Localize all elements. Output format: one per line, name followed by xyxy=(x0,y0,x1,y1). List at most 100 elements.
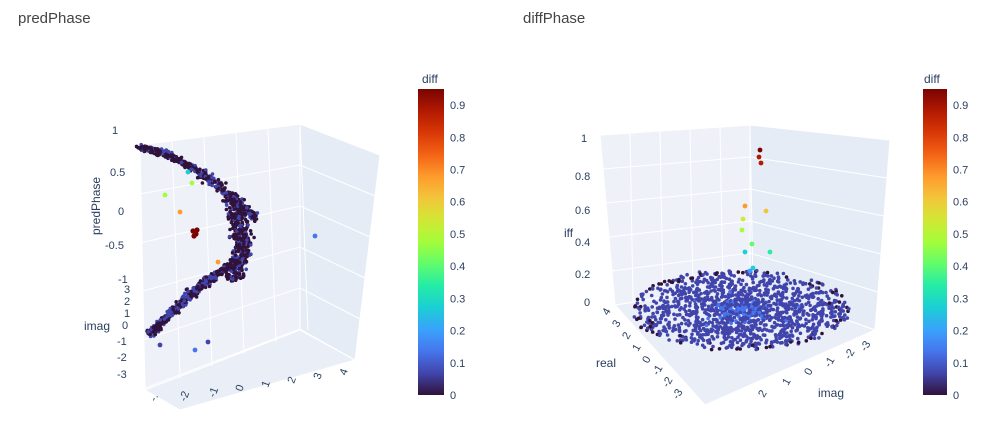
y-tick: -2 xyxy=(660,375,675,389)
data-point xyxy=(797,324,802,329)
data-point xyxy=(706,316,710,321)
data-point xyxy=(781,320,785,324)
data-point xyxy=(753,341,758,346)
data-point xyxy=(715,292,720,296)
data-point xyxy=(207,182,211,187)
scene-diffphase[interactable]: 1 0.8 0.6 0.4 0.2 0 iff 4 3 2 1 0 -1 -2 … xyxy=(540,0,940,423)
data-point xyxy=(835,323,839,328)
data-point xyxy=(207,179,212,184)
data-point xyxy=(769,316,774,320)
data-point xyxy=(729,302,734,307)
data-point xyxy=(809,333,813,338)
data-point xyxy=(650,330,655,334)
data-point xyxy=(696,315,700,320)
data-point xyxy=(672,312,676,317)
data-point xyxy=(151,325,156,330)
data-point xyxy=(745,272,750,277)
x-tick: -1 xyxy=(822,355,837,369)
data-point xyxy=(699,333,703,337)
data-point xyxy=(843,313,847,317)
data-point xyxy=(793,305,798,310)
data-point xyxy=(772,284,777,289)
data-point xyxy=(738,338,743,343)
data-point xyxy=(245,219,250,224)
data-point xyxy=(242,274,246,278)
data-point xyxy=(224,207,229,212)
data-point xyxy=(650,287,655,291)
data-point xyxy=(803,281,808,286)
data-point xyxy=(204,176,209,181)
data-point xyxy=(784,287,789,291)
data-point xyxy=(768,303,773,308)
data-point xyxy=(704,297,709,302)
data-point xyxy=(720,302,725,306)
data-point xyxy=(759,337,763,342)
data-point xyxy=(233,270,237,275)
data-point xyxy=(759,320,763,325)
data-point xyxy=(243,234,248,239)
gridlines xyxy=(139,123,381,391)
data-point xyxy=(761,311,766,316)
data-point xyxy=(809,278,814,283)
data-point xyxy=(761,318,766,323)
x-axis-label: imag xyxy=(818,386,844,400)
colorbar-predphase: diff 0.9 0.8 0.7 0.6 0.5 0.4 0.3 0.2 0.1 0 xyxy=(418,72,465,402)
data-point xyxy=(226,215,230,219)
data-point xyxy=(744,300,748,305)
data-point xyxy=(220,271,224,276)
colorbar-title: diff xyxy=(924,72,940,86)
data-point xyxy=(845,316,850,320)
data-point xyxy=(207,284,212,289)
data-point xyxy=(721,288,726,292)
scene-predphase[interactable]: 1 0.5 0 -0.5 -1 predPhase 3 2 1 0 -1 -2 … xyxy=(0,0,470,423)
data-point xyxy=(758,288,762,293)
data-point xyxy=(809,336,813,341)
data-point xyxy=(733,300,738,304)
data-point xyxy=(781,323,785,328)
data-point xyxy=(661,313,666,317)
plot-title-predphase: predPhase xyxy=(18,10,91,27)
data-point xyxy=(695,332,700,336)
data-point xyxy=(748,342,752,347)
data-point xyxy=(705,272,709,276)
data-point xyxy=(723,337,728,342)
data-point xyxy=(679,285,684,289)
data-point xyxy=(224,181,228,185)
data-point xyxy=(672,299,676,304)
data-point xyxy=(786,278,790,282)
data-point xyxy=(736,270,741,274)
data-point xyxy=(768,344,772,349)
data-point xyxy=(720,330,725,335)
data-point xyxy=(656,320,661,325)
data-point xyxy=(683,336,688,340)
data-point xyxy=(738,310,742,315)
data-point xyxy=(727,277,732,282)
data-point xyxy=(182,299,186,303)
data-point xyxy=(814,286,819,290)
data-point xyxy=(796,286,800,291)
data-point xyxy=(675,339,680,343)
y-tick: 3 xyxy=(610,318,623,329)
gridline xyxy=(629,132,634,302)
data-point xyxy=(799,305,804,310)
data-point xyxy=(664,329,669,334)
y-tick: 1 xyxy=(124,308,130,320)
data-point xyxy=(772,276,776,281)
data-point xyxy=(700,305,704,309)
data-point xyxy=(790,307,794,311)
data-point xyxy=(800,323,804,328)
data-point xyxy=(798,316,803,321)
data-point xyxy=(796,340,801,345)
data-point xyxy=(212,279,216,284)
z-tick: 1 xyxy=(581,133,587,145)
data-point xyxy=(252,235,256,240)
data-point xyxy=(743,289,747,294)
data-point xyxy=(837,300,842,304)
data-point xyxy=(718,283,722,288)
z-axis-label: predPhase xyxy=(89,177,103,235)
data-point xyxy=(711,284,715,289)
data-point xyxy=(720,271,724,276)
gridline xyxy=(749,124,891,141)
data-point xyxy=(685,296,690,301)
data-point xyxy=(651,311,655,316)
